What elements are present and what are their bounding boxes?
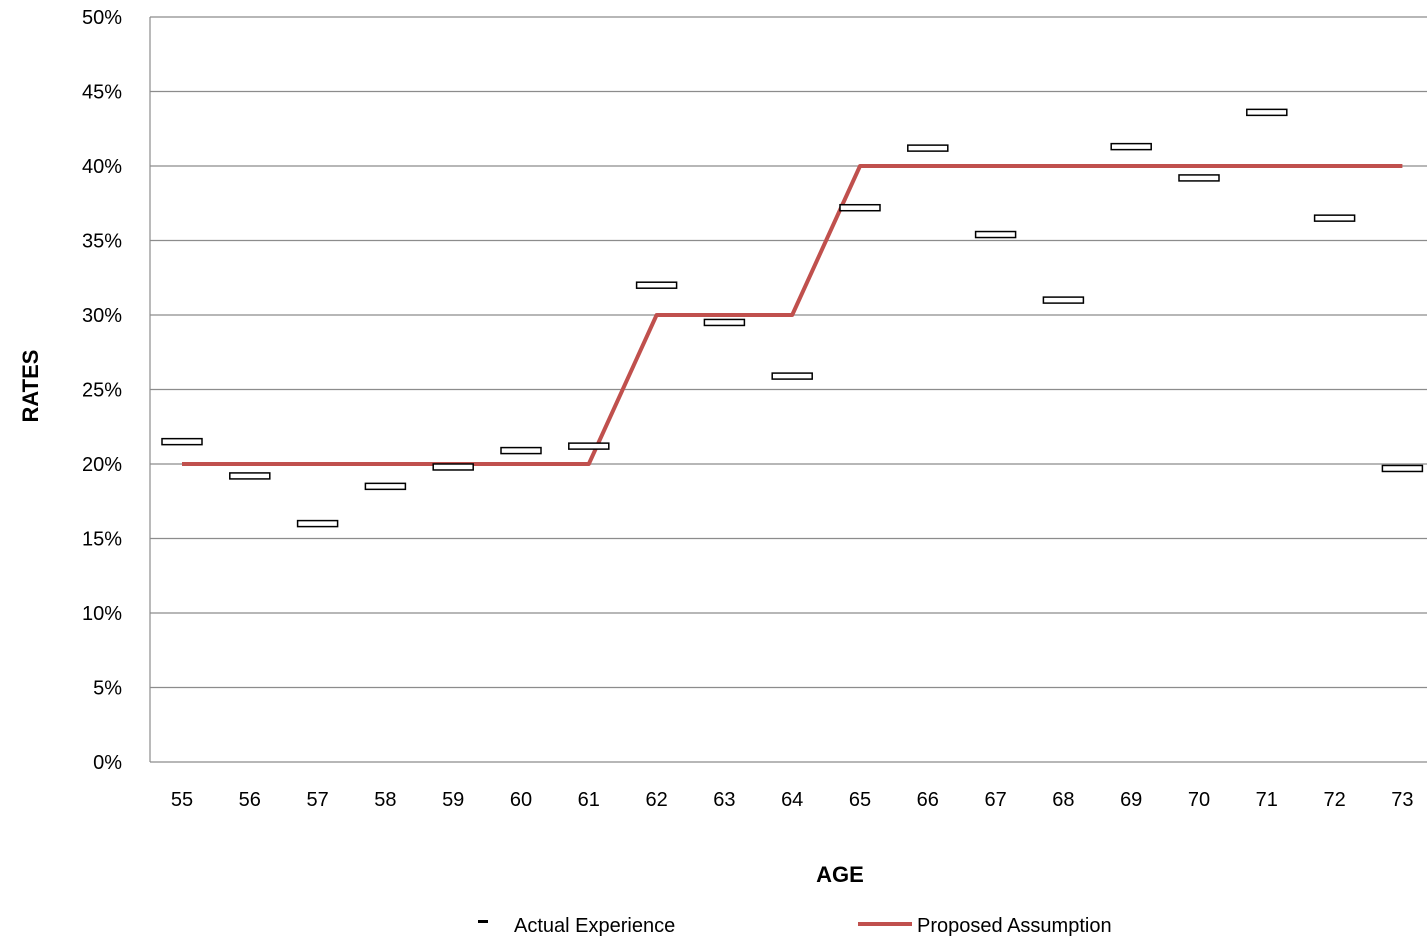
x-tick-label: 61 bbox=[578, 789, 600, 811]
y-tick-label: 20% bbox=[82, 454, 122, 476]
actual-experience-point bbox=[974, 230, 1017, 239]
legend-proposed-assumption-label: Proposed Assumption bbox=[917, 915, 1112, 937]
y-axis-title: RATES bbox=[18, 350, 43, 423]
y-tick-label: 25% bbox=[82, 380, 122, 402]
actual-experience-point bbox=[1042, 296, 1085, 304]
x-tick-label: 72 bbox=[1323, 789, 1345, 811]
gridlines bbox=[150, 16, 1427, 763]
x-tick-label: 67 bbox=[984, 789, 1006, 811]
actual-experience-point bbox=[568, 442, 610, 450]
y-tick-label: 35% bbox=[82, 231, 122, 253]
x-tick-label: 60 bbox=[510, 789, 532, 811]
actual-experience-point bbox=[635, 281, 678, 289]
actual-experience-point bbox=[1178, 174, 1220, 182]
actual-experience-point bbox=[364, 482, 407, 491]
y-tick-label: 45% bbox=[82, 82, 122, 104]
y-tick-label: 50% bbox=[82, 7, 122, 29]
x-tick-label: 68 bbox=[1052, 789, 1074, 811]
y-tick-label: 15% bbox=[82, 529, 122, 551]
x-tick-label: 66 bbox=[917, 789, 939, 811]
x-tick-label: 63 bbox=[713, 789, 735, 811]
legend-actual-experience-label: Actual Experience bbox=[514, 915, 675, 937]
x-tick-label: 70 bbox=[1188, 789, 1210, 811]
actual-experience-point bbox=[839, 203, 881, 212]
x-tick-label: 55 bbox=[171, 789, 193, 811]
x-tick-label: 71 bbox=[1256, 789, 1278, 811]
actual-experience-markers bbox=[161, 108, 1424, 528]
actual-experience-point bbox=[500, 446, 542, 455]
x-tick-labels: 55 56 57 58 59 60 61 62 63 64 65 66 67 68 69 70 71 72 73 bbox=[171, 789, 1414, 811]
x-tick-label: 64 bbox=[781, 789, 803, 811]
actual-experience-point bbox=[771, 372, 813, 380]
legend-actual-experience-marker bbox=[478, 920, 488, 923]
x-tick-label: 56 bbox=[239, 789, 261, 811]
y-tick-label: 30% bbox=[82, 305, 122, 327]
x-tick-label: 58 bbox=[374, 789, 396, 811]
actual-experience-point bbox=[1246, 108, 1288, 117]
x-tick-label: 57 bbox=[306, 789, 328, 811]
actual-experience-point bbox=[296, 519, 339, 528]
actual-experience-point bbox=[1110, 142, 1152, 151]
y-tick-labels: 0% 5% 10% 15% 20% 25% 30% 35% 40% 45% 50% bbox=[82, 7, 122, 774]
proposed-assumption-line bbox=[182, 164, 1403, 466]
actual-experience-point bbox=[229, 472, 271, 480]
actual-experience-point bbox=[703, 318, 746, 327]
actual-experience-point bbox=[161, 437, 203, 446]
actual-experience-point bbox=[432, 463, 474, 471]
x-tick-label: 62 bbox=[645, 789, 667, 811]
x-tick-label: 73 bbox=[1391, 789, 1413, 811]
x-tick-label: 65 bbox=[849, 789, 871, 811]
actual-experience-point bbox=[1381, 464, 1424, 473]
y-tick-label: 0% bbox=[93, 752, 122, 774]
y-tick-label: 10% bbox=[82, 603, 122, 625]
x-tick-label: 59 bbox=[442, 789, 464, 811]
y-tick-label: 5% bbox=[93, 678, 122, 700]
actual-experience-point bbox=[1313, 214, 1356, 222]
legend: Actual Experience Proposed Assumption bbox=[478, 915, 1112, 937]
x-tick-label: 69 bbox=[1120, 789, 1142, 811]
y-tick-label: 40% bbox=[82, 156, 122, 178]
actual-experience-point bbox=[907, 144, 949, 152]
x-axis-title: AGE bbox=[816, 862, 864, 887]
